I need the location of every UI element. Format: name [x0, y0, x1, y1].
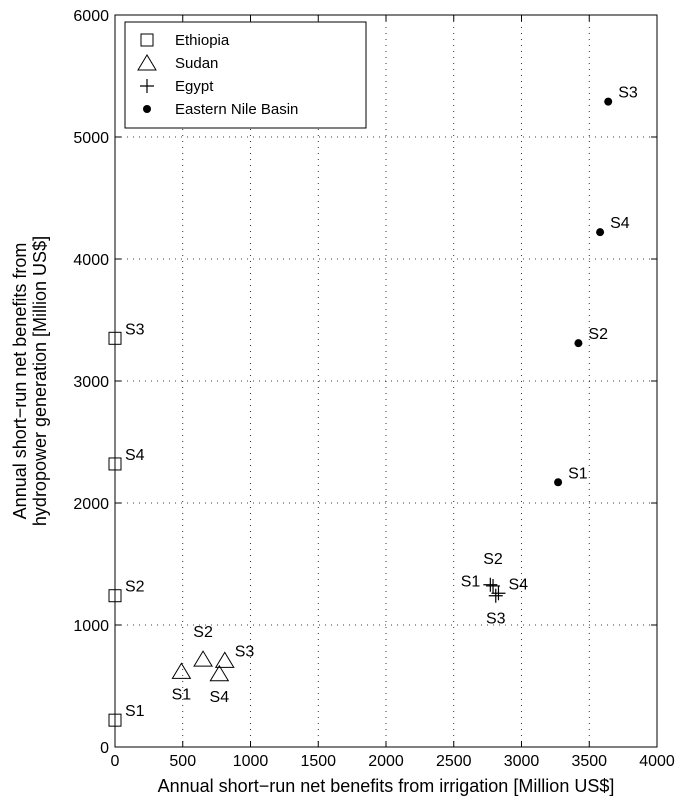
y-axis-label-line-1: Annual short−run net benefits from	[10, 243, 30, 520]
axis-ticks: 0 500 1000 1500 2000 2500 3000 3500 4000 0 1000 200…	[73, 8, 674, 770]
x-tick-label: 0	[111, 753, 120, 770]
eastern-nile-basin-point-label: S1	[568, 465, 588, 482]
legend-egypt-marker	[140, 79, 154, 93]
eastern-nile-basin-point-label: S3	[618, 85, 638, 102]
x-tick-label: 2000	[368, 753, 404, 770]
sudan-point	[209, 664, 230, 682]
y-tick-label: 0	[100, 740, 109, 757]
x-axis-label: Annual short−run net benefits from irrig…	[158, 776, 615, 796]
x-tick-label: 4000	[639, 753, 675, 770]
y-tick-label: 6000	[73, 8, 109, 25]
eastern-nile-basin-point	[604, 97, 613, 106]
x-tick-label: 3000	[504, 753, 540, 770]
ethiopia-point-label: S2	[125, 579, 145, 596]
sudan-point	[214, 651, 235, 668]
eastern-nile-basin-point	[574, 339, 583, 348]
grid-lines	[115, 15, 657, 747]
ethiopia-point-label: S3	[125, 321, 145, 338]
y-tick-label: 1000	[73, 618, 109, 635]
egypt-point-label: S1	[461, 574, 481, 591]
legend-sudan-marker	[137, 54, 157, 71]
ethiopia-point-label: S1	[125, 703, 145, 720]
y-tick-label: 4000	[73, 252, 109, 269]
plot-frame	[114, 14, 658, 748]
egypt-point-label: S2	[483, 551, 503, 568]
legend-ethiopia-label: Ethiopia	[175, 32, 230, 49]
eastern-nile-basin-point-label: S4	[610, 215, 630, 232]
sudan-point-label: S3	[235, 643, 255, 660]
legend-sudan-label: Sudan	[175, 55, 218, 72]
sudan-point-label: S1	[172, 686, 192, 703]
x-tick-label: 500	[169, 753, 196, 770]
x-tick-label: 3500	[571, 753, 607, 770]
x-tick-label: 1000	[233, 753, 269, 770]
egypt-point	[488, 588, 503, 603]
eastern-nile-basin-point-label: S2	[588, 326, 608, 343]
y-axis-label-line-2: hydropower generation [Million US$]	[30, 236, 50, 526]
egypt-point-label: S3	[486, 611, 506, 628]
ethiopia-point-label: S4	[125, 447, 145, 464]
egypt-point	[486, 578, 501, 593]
sudan-point-label: S2	[193, 624, 213, 641]
sudan-point-label: S4	[210, 689, 230, 706]
legend-eastern-nile-basin-marker	[143, 105, 151, 113]
legend-eastern-nile-basin-label: Eastern Nile Basin	[175, 101, 298, 118]
egypt-point	[483, 577, 498, 592]
y-tick-label: 3000	[73, 374, 109, 391]
eastern-nile-basin-point	[596, 228, 605, 237]
sudan-point	[193, 650, 213, 667]
y-tick-label: 5000	[73, 130, 109, 147]
legend-box	[124, 21, 367, 129]
x-tick-label: 1500	[300, 753, 336, 770]
x-tick-label: 2500	[436, 753, 472, 770]
sudan-point	[171, 662, 192, 679]
y-tick-label: 2000	[73, 496, 109, 513]
eastern-nile-basin-point	[554, 478, 563, 487]
legend-ethiopia-marker	[140, 33, 154, 47]
legend-egypt-label: Egypt	[175, 78, 214, 95]
legend: Ethiopia Sudan Egypt Eastern Nile Basin	[124, 21, 367, 129]
egypt-point	[491, 586, 506, 601]
egypt-point-label: S4	[508, 576, 528, 593]
